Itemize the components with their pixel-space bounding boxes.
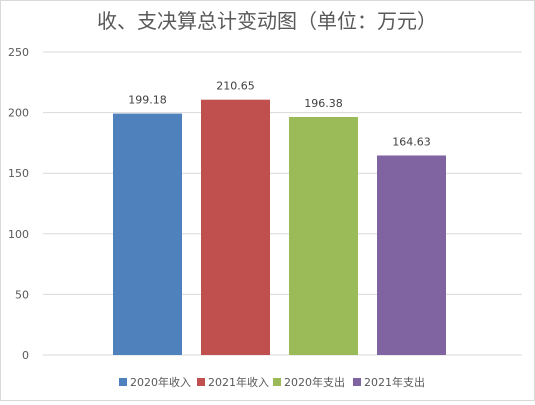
legend-swatch (119, 378, 127, 386)
legend-item: 2020年支出 (273, 375, 345, 389)
y-tick-label: 0 (22, 349, 29, 362)
y-tick-label: 150 (8, 167, 29, 180)
legend-label: 2020年收入 (130, 375, 191, 389)
bar-1 (113, 113, 182, 355)
data-label: 196.38 (304, 97, 343, 110)
legend-label: 2021年收入 (208, 375, 269, 389)
bar-4 (377, 155, 446, 355)
chart-title: 收、支决算总计变动图（单位：万元） (97, 9, 437, 33)
y-axis-tick-labels: 0 50 100 150 200 250 (8, 46, 29, 362)
data-label: 199.18 (128, 94, 167, 107)
y-tick-label: 100 (8, 228, 29, 241)
legend-item: 2021年收入 (197, 375, 269, 389)
data-labels: 199.18 210.65 196.38 164.63 (128, 80, 431, 149)
bar-3 (289, 116, 358, 355)
legend-swatch (197, 378, 205, 386)
bars (113, 99, 446, 355)
data-label: 164.63 (392, 135, 431, 148)
y-tick-label: 250 (8, 46, 29, 59)
y-tick-label: 50 (15, 288, 29, 301)
legend-item: 2021年支出 (353, 375, 425, 389)
y-tick-label: 200 (8, 107, 29, 120)
legend-swatch (273, 378, 281, 386)
data-label: 210.65 (216, 80, 255, 93)
legend-label: 2021年支出 (364, 375, 425, 389)
legend: 2020年收入 2021年收入 2020年支出 2021年支出 (119, 375, 425, 389)
legend-item: 2020年收入 (119, 375, 191, 389)
legend-swatch (353, 378, 361, 386)
bar-2 (201, 99, 270, 355)
legend-label: 2020年支出 (284, 375, 345, 389)
